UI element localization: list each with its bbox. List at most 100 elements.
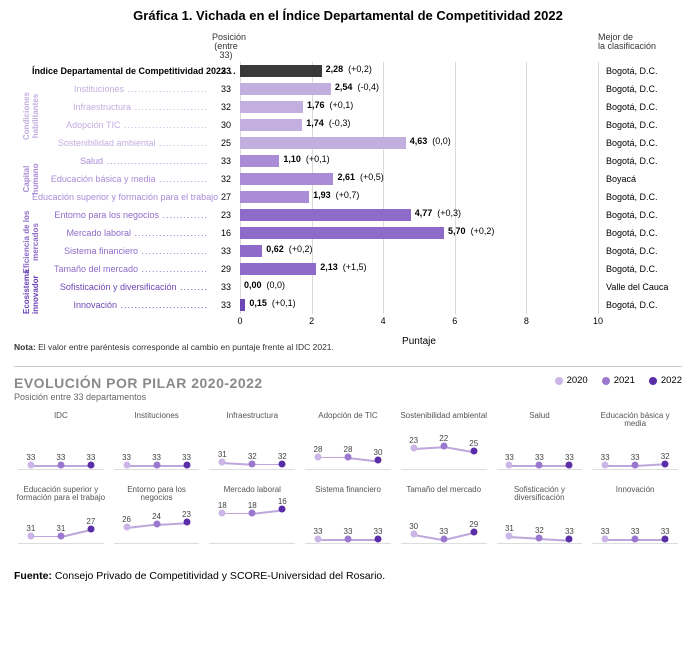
point-label: 33 [314, 527, 323, 536]
data-point [87, 462, 94, 469]
row-label: Educación básica y media .............. [32, 174, 212, 184]
row-best: Bogotá, D.C. [598, 66, 682, 76]
bar-row: Infraestructura .....................321… [14, 98, 682, 116]
row-best: Boyacá [598, 174, 682, 184]
data-point [153, 462, 160, 469]
point-label: 33 [661, 527, 670, 536]
row-label: Instituciones ....................... [32, 84, 212, 94]
data-point [632, 462, 639, 469]
point-label: 33 [152, 453, 161, 462]
bar-row: Mercado laboral .....................165… [14, 224, 682, 242]
data-point [410, 444, 417, 451]
data-point [27, 532, 34, 539]
evolution-grid: IDC333333Instituciones333333Infraestruct… [14, 410, 682, 556]
point-label: 25 [469, 439, 478, 448]
point-label: 31 [218, 450, 227, 459]
panel-title: Innovación [590, 486, 680, 504]
legend: 202020212022 [555, 375, 682, 386]
x-axis-label: Puntaje [240, 336, 598, 347]
row-label: Educación superior y formación para el t… [32, 192, 212, 202]
data-point [183, 518, 190, 525]
bar-value: 1,10 (+0,1) [283, 154, 329, 164]
bar-value: 5,70 (+0,2) [448, 226, 494, 236]
evolution-section: EVOLUCIÓN POR PILAR 2020-2022 Posición e… [14, 366, 682, 556]
data-point [374, 457, 381, 464]
point-label: 33 [86, 453, 95, 462]
point-label: 33 [122, 453, 131, 462]
point-label: 33 [439, 527, 448, 536]
point-label: 33 [601, 453, 610, 462]
data-point [153, 520, 160, 527]
bar [240, 65, 322, 77]
bar-chart: Posición (entre 33) Mejor de la clasific… [14, 33, 682, 338]
bar-value: 0,62 (+0,2) [266, 244, 312, 254]
row-label: Innovación ......................... [32, 300, 212, 310]
row-best: Bogotá, D.C. [598, 156, 682, 166]
bar [240, 137, 406, 149]
panel-title: Adopción de TIC [303, 412, 393, 430]
data-point [440, 536, 447, 543]
bar-value: 2,13 (+1,5) [320, 262, 366, 272]
row-best: Bogotá, D.C. [598, 210, 682, 220]
bar [240, 101, 303, 113]
row-position: 33 [212, 300, 240, 310]
bar-row: Entorno para los negocios .............2… [14, 206, 682, 224]
point-label: 31 [56, 524, 65, 533]
bar [240, 191, 309, 203]
point-label: 32 [248, 452, 257, 461]
panel-title: Tamaño del mercado [399, 486, 489, 504]
data-point [506, 462, 513, 469]
point-label: 33 [26, 453, 35, 462]
bar [240, 263, 316, 275]
row-position: 16 [212, 228, 240, 238]
point-label: 33 [56, 453, 65, 462]
panel-title: Sistema financiero [303, 486, 393, 504]
row-position: 33 [212, 156, 240, 166]
row-position: 33 [212, 246, 240, 256]
bar-value: 1,93 (+0,7) [313, 190, 359, 200]
row-position: 29 [212, 264, 240, 274]
bar-value: 1,76 (+0,1) [307, 100, 353, 110]
row-best: Bogotá, D.C. [598, 192, 682, 202]
row-label: Sistema financiero ................... [32, 246, 212, 256]
bar [240, 209, 411, 221]
data-point [344, 536, 351, 543]
row-best: Bogotá, D.C. [598, 138, 682, 148]
evolution-panel: Educación superior y formación para el t… [14, 484, 108, 556]
point-label: 18 [248, 501, 257, 510]
point-label: 31 [505, 524, 514, 533]
data-point [374, 536, 381, 543]
row-label: Sofisticación y diversificación ........ [32, 282, 212, 292]
bar-value: 2,61 (+0,5) [337, 172, 383, 182]
evolution-panel: Sofisticación y diversificación313233 [493, 484, 587, 556]
point-label: 28 [314, 445, 323, 454]
bar-value: 4,63 (0,0) [410, 136, 451, 146]
point-label: 30 [374, 448, 383, 457]
point-label: 27 [86, 517, 95, 526]
data-point [470, 448, 477, 455]
source-line: Fuente: Consejo Privado de Competitivida… [14, 570, 682, 582]
bar-value: 0,00 (0,0) [244, 280, 285, 290]
data-point [536, 462, 543, 469]
panel-title: Educación superior y formación para el t… [16, 486, 106, 504]
row-best: Bogotá, D.C. [598, 264, 682, 274]
evolution-panel: Mercado laboral181816 [205, 484, 299, 556]
data-point [123, 462, 130, 469]
panel-title: Sostenibilidad ambiental [399, 412, 489, 430]
bar-row: Salud .............................331,1… [14, 152, 682, 170]
data-point [219, 509, 226, 516]
data-point [536, 534, 543, 541]
row-best: Valle del Cauca [598, 282, 682, 292]
legend-item: 2022 [649, 375, 682, 386]
data-point [249, 460, 256, 467]
point-label: 33 [565, 453, 574, 462]
data-point [602, 462, 609, 469]
data-point [662, 536, 669, 543]
evolution-panel: IDC333333 [14, 410, 108, 482]
panel-title: Infraestructura [207, 412, 297, 430]
bar-row: Sostenibilidad ambiental ..............2… [14, 134, 682, 152]
data-point [279, 506, 286, 513]
data-point [279, 460, 286, 467]
point-label: 30 [409, 522, 418, 531]
point-label: 28 [344, 445, 353, 454]
